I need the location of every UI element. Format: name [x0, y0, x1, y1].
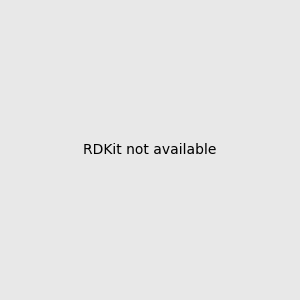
Text: RDKit not available: RDKit not available — [83, 143, 217, 157]
